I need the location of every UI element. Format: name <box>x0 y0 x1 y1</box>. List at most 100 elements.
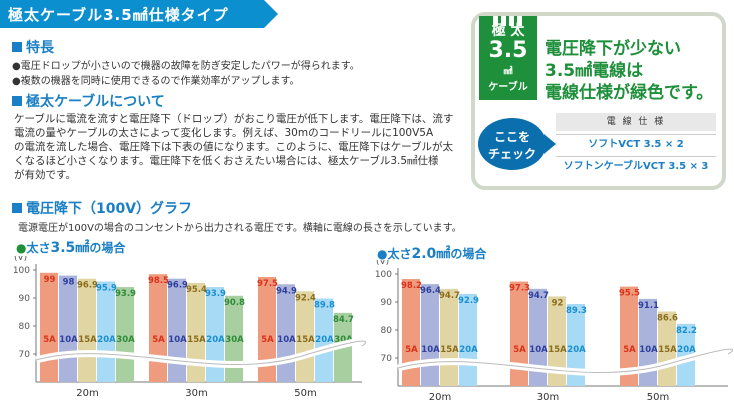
badge-text-size: 3.5 <box>488 38 528 63</box>
spec-table-row: ソフトンケーブルVCT 3.5 × 3 <box>556 156 716 176</box>
chart-title-dot: ● <box>377 247 388 261</box>
bar-series-label: 15A <box>440 345 459 355</box>
bar-value-label: 96.9 <box>77 281 98 291</box>
y-axis-unit: (V) <box>14 256 27 263</box>
badge-text-top: 極 太 <box>491 23 525 39</box>
y-tick-label: 100 <box>375 270 392 280</box>
bar-value-label: 94.7 <box>528 291 549 301</box>
about-heading: 極太ケーブルについて <box>12 91 165 111</box>
bar-series-label: 15A <box>187 335 206 345</box>
bar <box>459 293 477 386</box>
bar-series-label: 5A <box>43 335 56 345</box>
check-here-text: チェック <box>487 147 536 161</box>
chart-title-size: 3.5㎟ <box>50 240 90 256</box>
callout-headline: 電線仕様が緑色です。 <box>545 83 714 103</box>
bar <box>206 287 224 382</box>
bar <box>677 323 695 386</box>
bar-value-label: 97.5 <box>257 279 278 289</box>
bar <box>168 278 186 382</box>
bar-value-label: 96.4 <box>420 286 441 296</box>
x-category-label: 20m <box>76 388 98 399</box>
bar-series-label: 30A <box>225 335 244 345</box>
feature-item: ●複数の機器を同時に使用できるので作業効率がアップします。 <box>12 76 300 87</box>
chart-title-part: の場合 <box>89 241 126 255</box>
about-line: くなるほど小さくなります。電圧降下を低くおさえたい場合には、極太ケーブル3.5㎟… <box>14 155 439 167</box>
x-category-label: 50m <box>294 388 316 399</box>
bar-series-label: 5A <box>513 345 526 355</box>
bar-value-label: 94.7 <box>439 291 460 301</box>
bar-value-label: 95.9 <box>96 283 117 293</box>
features-heading: 特長 <box>12 37 54 57</box>
bar-value-label: 92.9 <box>458 296 479 306</box>
bar <box>421 284 439 386</box>
bar-value-label: 95.4 <box>186 285 207 295</box>
spec-table-row: ソフトVCT 3.5 × 2 <box>556 134 716 154</box>
chart-title-20: ●太さ2.0㎟の場合 <box>377 243 486 263</box>
bar <box>78 278 96 382</box>
about-paragraph: ケーブルに電流を流すと電圧降下（ドロップ）がおこり電圧が低下します。電圧降下は、… <box>14 112 454 182</box>
axis-break-wave-outline <box>35 340 367 365</box>
bar-series-label: 10A <box>639 345 658 355</box>
y-tick-label: 90 <box>381 298 393 308</box>
header-bar <box>0 0 278 28</box>
bar-series-label: 10A <box>529 345 548 355</box>
bar-series-label: 20A <box>97 335 116 345</box>
y-tick-label: 80 <box>381 326 393 336</box>
chart-title-part: の場合 <box>450 247 487 261</box>
callout-headline: 電圧降下が少ない <box>545 39 681 59</box>
bar-series-label: 15A <box>548 345 567 355</box>
chart-title-dot: ● <box>16 241 27 255</box>
bar-value-label: 95.5 <box>619 289 640 299</box>
bar-series-label: 5A <box>405 345 418 355</box>
y-tick-label: 100 <box>13 266 30 276</box>
bar-series-label: 10A <box>277 335 296 345</box>
bar-series-label: 20A <box>677 345 696 355</box>
bar-series-label: 15A <box>78 335 97 345</box>
bar-value-label: 82.2 <box>676 326 697 336</box>
y-tick-label: 80 <box>19 322 31 332</box>
bar-series-label: 10A <box>421 345 440 355</box>
bar-value-label: 97.3 <box>509 284 530 294</box>
chart-title-size: 2.0㎟ <box>411 246 451 262</box>
cable-strands-icon <box>493 16 522 26</box>
badge-text-cable: ケーブル <box>488 82 528 93</box>
bar-series-label: 20A <box>315 335 334 345</box>
badge-text-unit: ㎟ <box>503 67 513 77</box>
bar-value-label: 98.5 <box>148 276 169 286</box>
x-category-label: 50m <box>647 392 669 403</box>
page-title: 極太ケーブル3.5㎟仕様タイプ <box>8 6 229 24</box>
callout-headline: 3.5㎟電線は <box>545 61 644 81</box>
bar-value-label: 86.6 <box>657 314 678 324</box>
x-category-label: 20m <box>429 392 451 403</box>
bar <box>277 284 295 382</box>
x-category-label: 30m <box>537 392 559 403</box>
bar-series-label: 30A <box>116 335 135 345</box>
check-here-text: ここを <box>493 130 530 144</box>
bar-value-label: 91.1 <box>638 301 659 311</box>
features-heading-text: 特長 <box>26 40 54 56</box>
about-line: が有効です。 <box>14 169 76 181</box>
bar <box>620 286 638 386</box>
bar-series-label: 30A <box>334 335 353 345</box>
bar <box>440 288 458 386</box>
bar-value-label: 89.8 <box>314 301 335 311</box>
y-tick-label: 70 <box>19 350 31 360</box>
bar-series-label: 5A <box>152 335 165 345</box>
spec-table-header: 電 線 仕 様 <box>556 113 716 131</box>
bar <box>97 281 115 382</box>
voltage-chart-35: (V) 100 90 80 70 99 5A 98 10A 96.9 15A 95.9 20A 93.9 3… <box>13 256 368 399</box>
square-bullet-icon <box>12 203 22 213</box>
bar <box>40 272 58 382</box>
chart-title-part: 太さ <box>26 241 51 255</box>
square-bullet-icon <box>12 42 22 52</box>
bar-value-label: 89.3 <box>566 306 587 316</box>
bar-value-label: 90.8 <box>224 298 245 308</box>
thick-cable-badge <box>479 16 537 100</box>
bar-series-label: 20A <box>567 345 586 355</box>
square-bullet-icon <box>12 96 22 106</box>
bar-value-label: 94.9 <box>276 286 297 296</box>
bar-value-label: 98 <box>63 278 75 288</box>
bar-series-label: 10A <box>59 335 78 345</box>
bar-value-label: 92.4 <box>295 293 316 303</box>
x-category-label: 30m <box>185 388 207 399</box>
